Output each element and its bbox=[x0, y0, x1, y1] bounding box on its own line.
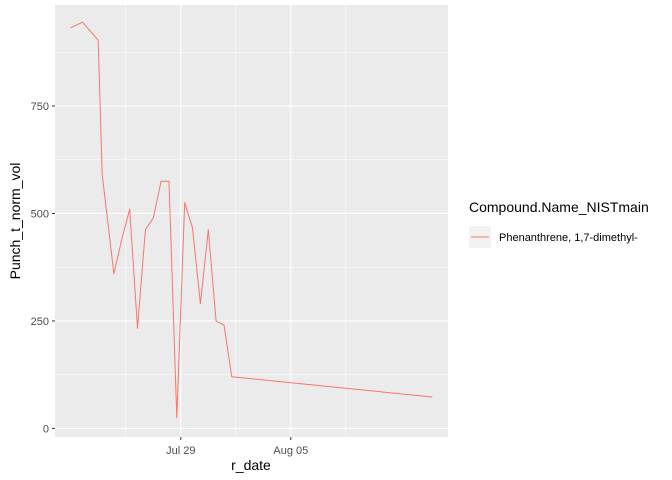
series-line bbox=[70, 21, 433, 419]
panel-background bbox=[55, 5, 448, 437]
y-axis-ticks: 0 250 500 750 bbox=[31, 101, 55, 435]
y-axis-title: Punch_t_norm_vol bbox=[7, 163, 23, 280]
x-axis-title: r_date bbox=[231, 457, 271, 473]
x-tick-label: Aug 05 bbox=[273, 445, 308, 457]
grid-minor bbox=[55, 5, 448, 437]
y-tick-label: 750 bbox=[31, 101, 49, 113]
y-tick-label: 500 bbox=[31, 208, 49, 220]
legend-label: Phenanthrene, 1,7-dimethyl- bbox=[499, 232, 638, 244]
y-tick-label: 0 bbox=[43, 423, 49, 435]
grid-major bbox=[55, 5, 448, 437]
legend-title: Compound.Name_NISTmain bbox=[469, 199, 649, 215]
x-axis-ticks: Jul 29 Aug 05 bbox=[166, 437, 308, 457]
y-tick-label: 250 bbox=[31, 316, 49, 328]
x-tick-label: Jul 29 bbox=[166, 445, 195, 457]
series-layer bbox=[70, 21, 433, 419]
legend: Compound.Name_NISTmain Phenanthrene, 1,7… bbox=[469, 199, 649, 248]
